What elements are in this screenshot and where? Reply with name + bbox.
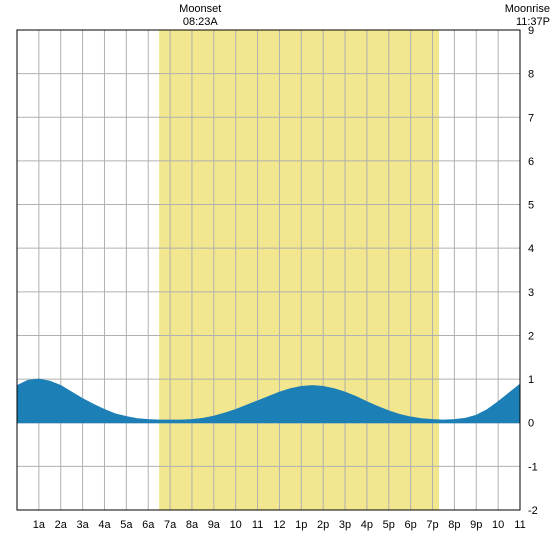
x-tick-label: 4p [361,519,373,531]
x-tick-label: 2p [317,519,329,531]
x-tick-label: 1p [295,519,307,531]
daylight-band [159,30,439,510]
y-tick-label: 1 [528,374,534,386]
y-tick-label: 5 [528,200,534,212]
tide-chart-svg: 1a2a3a4a5a6a7a8a9a1011121p2p3p4p5p6p7p8p… [0,0,550,550]
x-tick-label: 8p [448,519,460,531]
x-tick-label: 2a [55,519,68,531]
y-tick-label: 4 [528,243,534,255]
x-tick-label: 8a [186,519,199,531]
moonrise-time: 11:37P [516,16,550,28]
x-tick-label: 1a [33,519,46,531]
x-tick-label: 5a [120,519,133,531]
y-tick-label: 3 [528,287,534,299]
x-tick-label: 7a [164,519,177,531]
moonset-title: Moonset [179,3,221,15]
y-tick-label: 6 [528,156,534,168]
x-tick-label: 9a [208,519,221,531]
y-tick-label: -2 [528,505,538,517]
moonrise-title: Moonrise [505,3,550,15]
x-tick-label: 6a [142,519,155,531]
x-tick-label: 4a [98,519,111,531]
tide-chart: 1a2a3a4a5a6a7a8a9a1011121p2p3p4p5p6p7p8p… [0,0,550,550]
x-tick-label: 5p [383,519,395,531]
x-tick-label: 6p [405,519,417,531]
x-tick-label: 12 [273,519,285,531]
moonset-time: 08:23A [183,16,219,28]
x-tick-label: 11 [514,519,525,531]
x-tick-label: 10 [492,519,504,531]
y-tick-label: 8 [528,69,534,81]
x-tick-label: 3a [76,519,89,531]
x-tick-label: 9p [470,519,482,531]
x-tick-label: 11 [252,519,263,531]
x-tick-label: 7p [426,519,438,531]
x-tick-label: 10 [230,519,242,531]
x-tick-label: 3p [339,519,351,531]
y-tick-label: 7 [528,112,534,124]
y-tick-label: 2 [528,330,534,342]
y-tick-label: -1 [528,461,538,473]
y-tick-label: 0 [528,418,534,430]
